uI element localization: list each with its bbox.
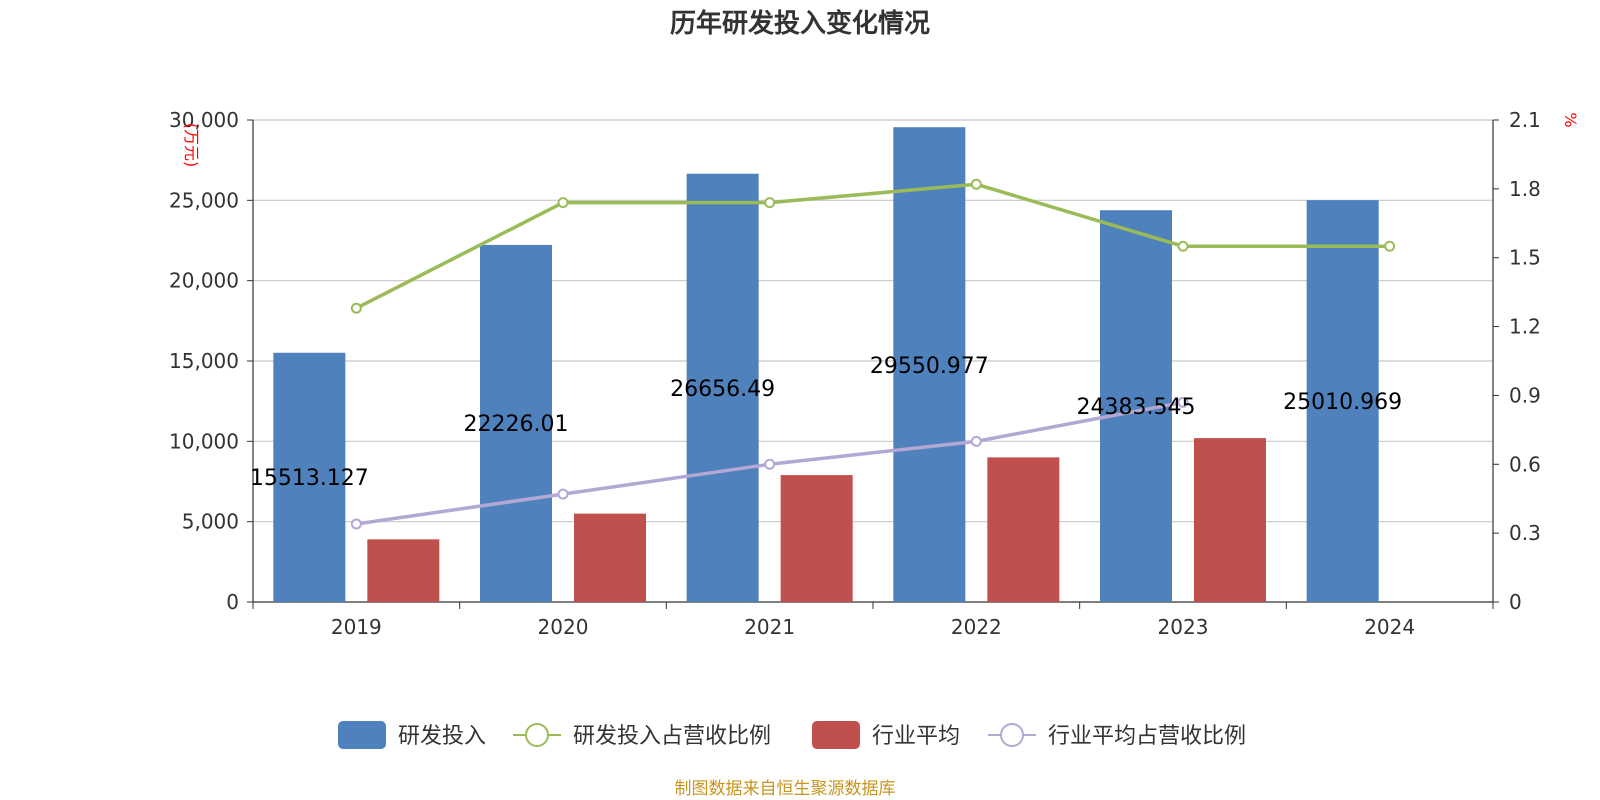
left-axis-unit: (万元) (182, 123, 201, 168)
right-axis-tick-label: 0.6 (1509, 452, 1541, 476)
line-point (970, 178, 982, 190)
line-point (350, 302, 362, 314)
right-axis-unit: % (1561, 112, 1580, 127)
bar-industry (780, 475, 853, 602)
legend-label: 行业平均占营收比例 (1048, 724, 1246, 749)
grid-lines (253, 119, 1493, 523)
axes: 0 5,000 10,000 15,000 20,000 25,000 30,000 0 0.3… (169, 108, 1580, 639)
x-axis-tick-label: 2020 (538, 615, 589, 639)
legend-label: 研发投入 (398, 724, 486, 749)
bar-industry (574, 513, 646, 602)
bar-data-label: 25010.969 (1283, 390, 1402, 415)
chart-title: 历年研发投入变化情况 (670, 8, 930, 39)
x-axis-tick-label: 2024 (1364, 615, 1415, 639)
line-point (557, 488, 569, 500)
bar-data-label: 24383.545 (1077, 395, 1196, 420)
series-line (355, 182, 1390, 310)
left-axis-tick-label: 10,000 (169, 429, 239, 453)
line-point (1384, 240, 1396, 252)
legend-label: 研发投入占营收比例 (573, 724, 771, 749)
bar-rd (1306, 200, 1379, 602)
bar-data-label: 15513.127 (250, 466, 369, 491)
line-point (557, 197, 569, 209)
legend-marker (1000, 723, 1024, 747)
line-point (350, 518, 362, 530)
right-axis-tick-label: 1.2 (1509, 315, 1541, 339)
right-axis-tick-label: 1.5 (1509, 246, 1541, 270)
right-axis-tick-label: 1.8 (1509, 177, 1541, 201)
legend-swatch (812, 721, 860, 749)
bar-industry (1194, 438, 1266, 602)
bar-rd (480, 244, 552, 602)
bar-rd (893, 127, 966, 603)
source-note: 制图数据来自恒生聚源数据库 (675, 779, 896, 799)
right-axis-tick-label: 0.3 (1509, 521, 1541, 545)
line-point (970, 435, 982, 447)
right-axis-tick-label: 0 (1509, 590, 1522, 614)
legend[interactable]: 研发投入 研发投入占营收比例 行业平均 行业平均占营收比例 (338, 721, 1246, 749)
legend-item[interactable]: 行业平均占营收比例 (988, 723, 1246, 749)
left-axis-tick-label: 5,000 (182, 510, 239, 534)
left-axis-tick-label: 25,000 (169, 188, 239, 212)
x-axis-tick-label: 2022 (951, 615, 1002, 639)
left-axis-tick-label: 0 (226, 590, 239, 614)
left-axis-tick-label: 30,000 (169, 108, 239, 132)
x-axis-tick-label: 2021 (744, 615, 795, 639)
legend-item[interactable]: 研发投入 (338, 721, 486, 749)
legend-item[interactable]: 行业平均 (812, 721, 960, 749)
line-point (764, 197, 776, 209)
x-axis-tick-label: 2019 (331, 615, 382, 639)
bar-rd (686, 173, 759, 602)
bar-industry (987, 457, 1060, 602)
legend-marker (525, 723, 549, 747)
left-axis-tick-label: 20,000 (169, 269, 239, 293)
bar-rd (273, 352, 346, 602)
legend-label: 行业平均 (872, 724, 960, 749)
bar-data-label: 22226.01 (464, 412, 569, 437)
data-labels: 15513.127 22226.01 26656.49 29550.977 24383.… (250, 354, 1402, 491)
legend-item[interactable]: 研发投入占营收比例 (513, 723, 771, 749)
left-axis-tick-label: 15,000 (169, 349, 239, 373)
x-axis-tick-label: 2023 (1158, 615, 1209, 639)
bar-industry (367, 539, 440, 602)
lines (350, 178, 1396, 530)
right-axis-tick-label: 2.1 (1509, 108, 1541, 132)
line-point (764, 458, 776, 470)
right-axis-tick-label: 0.9 (1509, 383, 1541, 407)
line-point (1177, 396, 1189, 408)
bar-data-label: 29550.977 (870, 354, 989, 379)
bar-data-label: 26656.49 (670, 377, 775, 402)
legend-swatch (338, 721, 386, 749)
bars (273, 127, 1379, 603)
line-point (1177, 240, 1189, 252)
